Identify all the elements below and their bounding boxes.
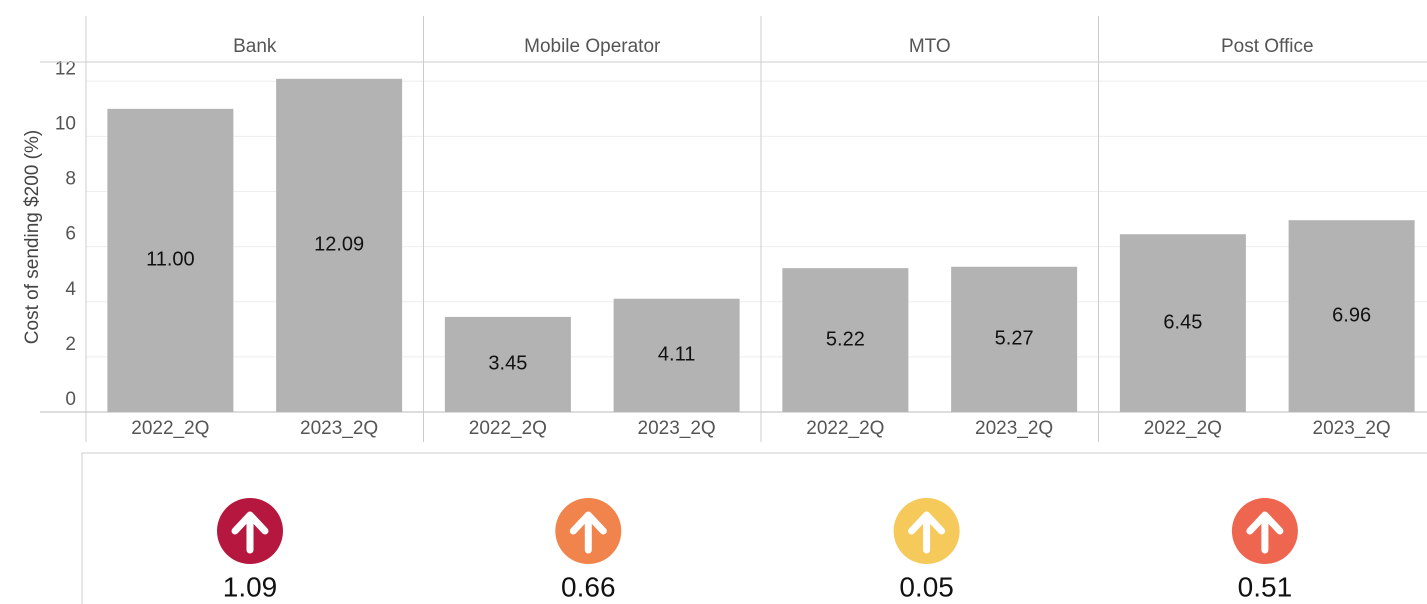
up-arrow [231, 511, 269, 554]
value-label: 12.09 [314, 234, 364, 256]
x-tick-label: 2023_2Q [300, 418, 378, 439]
y-tick-label: 10 [55, 113, 76, 134]
panel-header: Bank [233, 36, 277, 57]
bar [276, 78, 403, 412]
x-tick-label: 2022_2Q [469, 418, 547, 439]
value-label: 6.45 [1163, 311, 1202, 333]
up-arrow [569, 511, 607, 554]
bar [951, 266, 1078, 412]
x-tick-label: 2022_2Q [806, 418, 884, 439]
y-tick-label: 0 [65, 389, 76, 410]
bar [1288, 220, 1415, 412]
change-value: 0.66 [561, 571, 616, 602]
y-tick-label: 8 [65, 169, 76, 190]
up-arrow [908, 511, 946, 554]
x-tick-label: 2023_2Q [1313, 418, 1391, 439]
y-axis-title: Cost of sending $200 (%) [22, 130, 43, 344]
value-label: 4.11 [658, 344, 695, 366]
bar [613, 298, 740, 412]
value-label: 3.45 [488, 353, 527, 375]
change-value: 0.05 [899, 571, 954, 602]
value-label: 5.22 [826, 328, 865, 350]
value-label: 6.96 [1332, 304, 1371, 326]
x-tick-label: 2023_2Q [975, 418, 1053, 439]
bar [107, 108, 234, 412]
x-tick-label: 2022_2Q [131, 418, 209, 439]
value-label: 11.00 [146, 249, 195, 271]
panel-header: MTO [909, 36, 951, 57]
x-tick-label: 2022_2Q [1144, 418, 1222, 439]
y-tick-label: 12 [55, 58, 76, 79]
bar [444, 316, 571, 412]
bar [1119, 234, 1246, 412]
change-value: 1.09 [223, 571, 278, 602]
up-arrow [1246, 511, 1284, 554]
y-tick-label: 2 [65, 334, 76, 355]
x-tick-label: 2023_2Q [638, 418, 716, 439]
bar [782, 268, 909, 412]
value-label: 5.27 [995, 328, 1034, 350]
change-panel [81, 452, 1427, 604]
panel-header: Mobile Operator [524, 36, 661, 57]
y-tick-label: 4 [65, 279, 76, 300]
change-value: 0.51 [1238, 571, 1293, 602]
panel-header: Post Office [1221, 36, 1314, 57]
y-tick-label: 6 [65, 224, 76, 245]
